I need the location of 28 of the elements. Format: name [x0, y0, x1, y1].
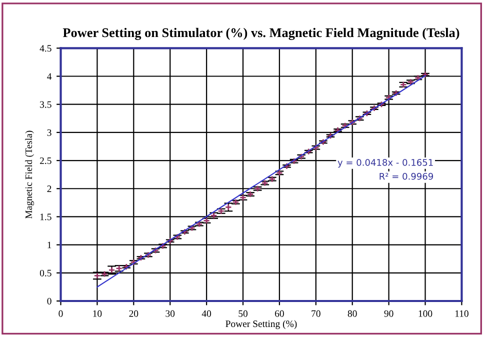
- x-tick-label: 60: [275, 310, 284, 317]
- x-tick-label: 90: [384, 310, 394, 317]
- x-tick-label: 30: [166, 310, 175, 317]
- x-axis-title: Power Setting (%): [226, 320, 297, 330]
- x-tick-label: 70: [312, 310, 320, 317]
- y-tick-label: 4.5: [40, 45, 52, 52]
- x-tick-label: 50: [238, 310, 248, 317]
- y-tick-label: 0: [47, 298, 52, 304]
- x-tick-label: 0: [58, 310, 63, 317]
- point: [327, 132, 334, 140]
- y-tick-label: 1.5: [40, 214, 52, 220]
- x-tick-label: 100: [418, 310, 432, 317]
- x-tick-label: 10: [93, 310, 102, 317]
- y-tick-label: 1: [48, 242, 52, 248]
- annotation: y = 0.0418x - 0.1651: [338, 158, 433, 168]
- chart-title: Power Setting on Stimulator (%) vs. Magnetic Field Magnitude (Tesla): [62, 28, 460, 40]
- y-tick-label: 2: [47, 186, 52, 192]
- y-tick-label: 0.5: [40, 270, 52, 276]
- annotation: R² = 0.9969: [380, 172, 433, 180]
- x-tick-label: 80: [348, 310, 357, 317]
- x-tick-label: 110: [455, 310, 468, 317]
- y-tick-label: 2.5: [40, 157, 52, 164]
- y-tick-label: 4: [47, 73, 52, 80]
- x-tick-label: 20: [129, 310, 138, 317]
- y-axis-title: Magnetic Field (Tesla): [25, 130, 34, 219]
- y-tick-label: 3: [47, 129, 52, 136]
- x-tick-label: 40: [202, 310, 212, 317]
- y-tick-label: 3.5: [40, 101, 52, 108]
